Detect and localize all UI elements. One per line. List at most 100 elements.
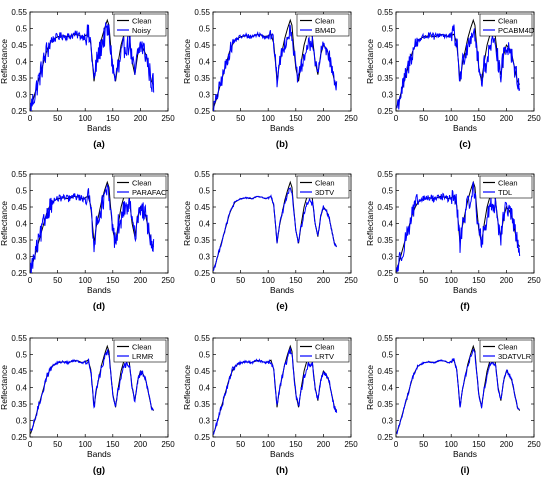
y-tick-label: 0.55: [194, 334, 210, 343]
y-tick-label: 0.3: [16, 90, 28, 99]
y-tick-label: 0.3: [199, 90, 211, 99]
x-tick-label: 250: [527, 440, 541, 449]
x-tick-label: 150: [289, 276, 303, 285]
method-series-line: [396, 181, 521, 273]
legend-label-method: TDL: [498, 188, 512, 197]
y-tick-label: 0.55: [194, 170, 210, 179]
y-tick-label: 0.35: [377, 236, 393, 245]
y-tick-label: 0.35: [194, 74, 210, 83]
x-tick-label: 150: [106, 276, 120, 285]
x-tick-label: 50: [53, 440, 62, 449]
x-tick-label: 200: [134, 114, 148, 123]
legend-label-method: LRMR: [132, 352, 154, 361]
method-series-line: [30, 22, 155, 111]
y-tick-label: 0.5: [199, 24, 211, 33]
y-axis-label: Reflectance: [182, 39, 192, 84]
chart-panel-c: 0 50 100 150 200 250 0.25 0.3 0.35 0.4 0.45 0.5 0.55…: [365, 8, 541, 150]
x-axis-label: Bands: [87, 449, 111, 459]
x-axis-label: Bands: [87, 285, 111, 295]
y-tick-label: 0.3: [382, 90, 394, 99]
y-tick-label: 0.4: [16, 219, 28, 228]
x-axis-label: Bands: [270, 123, 294, 133]
y-axis-label: Reflectance: [0, 201, 9, 246]
y-tick-label: 0.4: [16, 383, 28, 392]
y-tick-label: 0.5: [382, 186, 394, 195]
legend-label-method: BM4D: [315, 26, 336, 35]
y-tick-label: 0.5: [16, 24, 28, 33]
y-tick-label: 0.25: [377, 107, 393, 116]
method-series-line: [396, 24, 521, 110]
y-tick-label: 0.45: [11, 367, 27, 376]
chart-panel-d: 0 50 100 150 200 250 0.25 0.3 0.35 0.4 0.45 0.5 0.55…: [0, 170, 175, 312]
y-tick-label: 0.35: [11, 74, 27, 83]
y-tick-label: 0.55: [11, 8, 27, 17]
y-tick-label: 0.25: [194, 107, 210, 116]
legend-label-method: PCABM4D: [498, 26, 535, 35]
x-tick-label: 0: [28, 276, 33, 285]
y-tick-label: 0.35: [377, 400, 393, 409]
y-tick-label: 0.55: [194, 8, 210, 17]
x-axis-label: Bands: [270, 449, 294, 459]
chart-panel-b: 0 50 100 150 200 250 0.25 0.3 0.35 0.4 0.45 0.5 0.55…: [182, 8, 358, 150]
y-tick-label: 0.5: [199, 350, 211, 359]
x-tick-label: 50: [236, 276, 245, 285]
y-tick-label: 0.4: [199, 383, 211, 392]
y-tick-label: 0.3: [199, 416, 211, 425]
x-tick-label: 150: [289, 114, 303, 123]
chart-panel-e: 0 50 100 150 200 250 0.25 0.3 0.35 0.4 0.45 0.5 0.55…: [182, 170, 358, 312]
method-series-line: [213, 24, 338, 111]
x-tick-label: 0: [28, 440, 33, 449]
y-tick-label: 0.4: [382, 219, 394, 228]
x-tick-label: 250: [161, 114, 175, 123]
y-tick-label: 0.55: [11, 170, 27, 179]
y-tick-label: 0.35: [11, 400, 27, 409]
chart-panel-i: 0 50 100 150 200 250 0.25 0.3 0.35 0.4 0.45 0.5 0.55…: [365, 334, 541, 476]
y-tick-label: 0.5: [199, 186, 211, 195]
y-tick-label: 0.45: [377, 41, 393, 50]
y-tick-label: 0.3: [16, 416, 28, 425]
y-tick-label: 0.25: [377, 269, 393, 278]
x-axis-label: Bands: [270, 285, 294, 295]
y-axis-label: Reflectance: [0, 365, 9, 410]
x-tick-label: 0: [28, 114, 33, 123]
x-tick-label: 0: [394, 440, 399, 449]
y-tick-label: 0.5: [16, 350, 28, 359]
legend-label-method: Noisy: [132, 26, 151, 35]
method-series-line: [213, 347, 338, 435]
x-tick-label: 100: [262, 114, 276, 123]
y-tick-label: 0.25: [377, 433, 393, 442]
y-tick-label: 0.25: [11, 269, 27, 278]
x-tick-label: 150: [472, 276, 486, 285]
y-tick-label: 0.3: [382, 416, 394, 425]
panel-caption: (g): [93, 465, 105, 476]
legend-label-clean: Clean: [132, 342, 152, 351]
y-tick-label: 0.45: [194, 41, 210, 50]
x-tick-label: 100: [262, 276, 276, 285]
y-tick-label: 0.45: [377, 203, 393, 212]
x-tick-label: 50: [419, 276, 428, 285]
x-tick-label: 50: [236, 114, 245, 123]
x-tick-label: 250: [344, 114, 358, 123]
x-tick-label: 200: [317, 440, 331, 449]
x-tick-label: 0: [211, 114, 216, 123]
x-tick-label: 150: [472, 440, 486, 449]
y-tick-label: 0.4: [199, 57, 211, 66]
legend-label-clean: Clean: [315, 342, 335, 351]
chart-panel-a: 0 50 100 150 200 250 0.25 0.3 0.35 0.4 0.45 0.5 0.55…: [0, 8, 175, 150]
x-tick-label: 100: [445, 440, 459, 449]
legend-label-method: 3DTV: [315, 188, 334, 197]
panel-caption: (i): [461, 465, 470, 476]
legend-label-method: PARAFAC: [132, 188, 167, 197]
x-tick-label: 100: [262, 440, 276, 449]
x-tick-label: 50: [53, 276, 62, 285]
y-tick-label: 0.45: [11, 203, 27, 212]
legend-label-clean: Clean: [132, 16, 152, 25]
x-axis-label: Bands: [453, 449, 477, 459]
y-tick-label: 0.4: [199, 219, 211, 228]
x-axis-label: Bands: [453, 123, 477, 133]
y-axis-label: Reflectance: [365, 201, 375, 246]
x-tick-label: 50: [236, 440, 245, 449]
chart-panel-h: 0 50 100 150 200 250 0.25 0.3 0.35 0.4 0.45 0.5 0.55…: [182, 334, 358, 476]
y-tick-label: 0.45: [194, 367, 210, 376]
legend-label-clean: Clean: [315, 178, 335, 187]
